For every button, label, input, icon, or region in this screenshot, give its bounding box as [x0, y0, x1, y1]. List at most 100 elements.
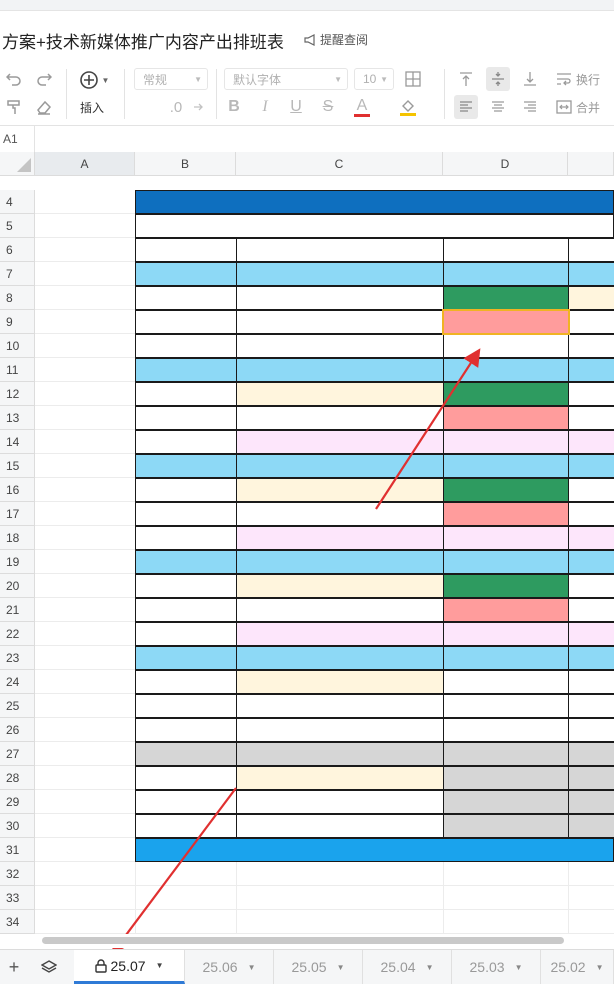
- row-header[interactable]: 18: [0, 526, 35, 550]
- strikethrough-button[interactable]: S: [318, 97, 338, 117]
- sheet-list-button[interactable]: [32, 950, 66, 984]
- fill-color-button[interactable]: [396, 95, 420, 119]
- format-painter-button[interactable]: [4, 97, 24, 117]
- chevron-down-icon[interactable]: ▼: [425, 962, 434, 972]
- table-cell[interactable]: [236, 262, 444, 286]
- table-cell[interactable]: [568, 238, 614, 262]
- row-header[interactable]: 6: [0, 238, 35, 262]
- redo-button[interactable]: [34, 69, 54, 89]
- table-spacer-row[interactable]: [135, 214, 614, 238]
- align-middle-button[interactable]: [486, 67, 510, 91]
- select-all-corner[interactable]: [0, 152, 35, 176]
- table-cell[interactable]: [135, 718, 237, 742]
- decimal-more-button[interactable]: [188, 97, 208, 117]
- row-header[interactable]: 29: [0, 790, 35, 814]
- row-header[interactable]: 14: [0, 430, 35, 454]
- table-cell[interactable]: [568, 646, 614, 670]
- align-right-button[interactable]: [520, 97, 540, 117]
- table-cell[interactable]: [135, 646, 237, 670]
- row-header[interactable]: 24: [0, 670, 35, 694]
- table-cell[interactable]: [135, 430, 237, 454]
- row-header[interactable]: 22: [0, 622, 35, 646]
- table-cell[interactable]: [443, 478, 569, 502]
- row-header[interactable]: 31: [0, 838, 35, 862]
- table-cell[interactable]: [443, 694, 569, 718]
- table-cell[interactable]: [236, 790, 444, 814]
- table-cell[interactable]: [135, 526, 237, 550]
- table-cell[interactable]: [443, 598, 569, 622]
- row-header[interactable]: 7: [0, 262, 35, 286]
- table-cell[interactable]: [135, 814, 237, 838]
- table-cell[interactable]: [568, 622, 614, 646]
- row-header[interactable]: 16: [0, 478, 35, 502]
- font-family-select[interactable]: 默认字体 ▼: [224, 68, 348, 90]
- table-cell[interactable]: [443, 718, 569, 742]
- table-cell[interactable]: [236, 670, 444, 694]
- table-cell[interactable]: [568, 478, 614, 502]
- table-cell[interactable]: [236, 310, 444, 334]
- row-header[interactable]: 28: [0, 766, 35, 790]
- table-cell[interactable]: [236, 286, 444, 310]
- remind-button[interactable]: 提醒查阅: [304, 31, 368, 48]
- table-cell[interactable]: [443, 454, 569, 478]
- table-cell[interactable]: [568, 430, 614, 454]
- column-header-b[interactable]: B: [135, 152, 236, 176]
- column-header-c[interactable]: C: [236, 152, 443, 176]
- align-left-button[interactable]: [454, 95, 478, 119]
- column-header-d[interactable]: D: [443, 152, 568, 176]
- sheet-tab[interactable]: 25.03 ▼: [452, 950, 541, 984]
- table-cell[interactable]: [443, 502, 569, 526]
- table-cell[interactable]: [135, 574, 237, 598]
- bold-button[interactable]: B: [224, 97, 244, 117]
- table-cell[interactable]: [135, 238, 237, 262]
- table-cell[interactable]: [443, 334, 569, 358]
- font-size-select[interactable]: 10 ▼: [354, 68, 394, 90]
- sheet-tab[interactable]: 25.04 ▼: [363, 950, 452, 984]
- row-header[interactable]: 4: [0, 190, 35, 214]
- table-cell[interactable]: [568, 598, 614, 622]
- table-cell[interactable]: [236, 526, 444, 550]
- table-cell[interactable]: [135, 478, 237, 502]
- table-cell[interactable]: [568, 814, 614, 838]
- table-cell[interactable]: [236, 694, 444, 718]
- table-cell[interactable]: [135, 766, 237, 790]
- clear-format-button[interactable]: [34, 97, 54, 117]
- table-cell[interactable]: [443, 526, 569, 550]
- table-cell[interactable]: [135, 550, 237, 574]
- insert-button[interactable]: ▼: [76, 69, 112, 91]
- selected-cell-outline[interactable]: [442, 309, 570, 335]
- table-cell[interactable]: [135, 334, 237, 358]
- table-cell[interactable]: [135, 694, 237, 718]
- table-cell[interactable]: [568, 718, 614, 742]
- table-cell[interactable]: [135, 358, 237, 382]
- add-sheet-button[interactable]: +: [0, 950, 28, 984]
- sheet-tab[interactable]: 25.06 ▼: [185, 950, 274, 984]
- table-cell[interactable]: [568, 502, 614, 526]
- table-cell[interactable]: [568, 670, 614, 694]
- table-cell[interactable]: [236, 814, 444, 838]
- table-footer-band[interactable]: [135, 838, 614, 862]
- underline-button[interactable]: U: [286, 97, 306, 117]
- document-title[interactable]: 方案+技术新媒体推广内容产出排班表: [2, 33, 284, 52]
- table-cell[interactable]: [443, 550, 569, 574]
- table-cell[interactable]: [236, 718, 444, 742]
- align-bottom-button[interactable]: [520, 69, 540, 89]
- table-cell[interactable]: [443, 358, 569, 382]
- table-cell[interactable]: [568, 766, 614, 790]
- table-cell[interactable]: [568, 574, 614, 598]
- align-center-button[interactable]: [488, 97, 508, 117]
- table-cell[interactable]: [236, 478, 444, 502]
- table-cell[interactable]: [443, 622, 569, 646]
- table-cell[interactable]: [568, 526, 614, 550]
- sheet-tab[interactable]: 25.05 ▼: [274, 950, 363, 984]
- row-header[interactable]: 15: [0, 454, 35, 478]
- row-header[interactable]: 12: [0, 382, 35, 406]
- column-header-a[interactable]: A: [35, 152, 135, 176]
- table-cell[interactable]: [236, 334, 444, 358]
- table-cell[interactable]: [568, 310, 614, 334]
- table-cell[interactable]: [135, 622, 237, 646]
- table-cell[interactable]: [443, 670, 569, 694]
- row-header[interactable]: 11: [0, 358, 35, 382]
- table-cell[interactable]: [568, 790, 614, 814]
- table-cell[interactable]: [135, 286, 237, 310]
